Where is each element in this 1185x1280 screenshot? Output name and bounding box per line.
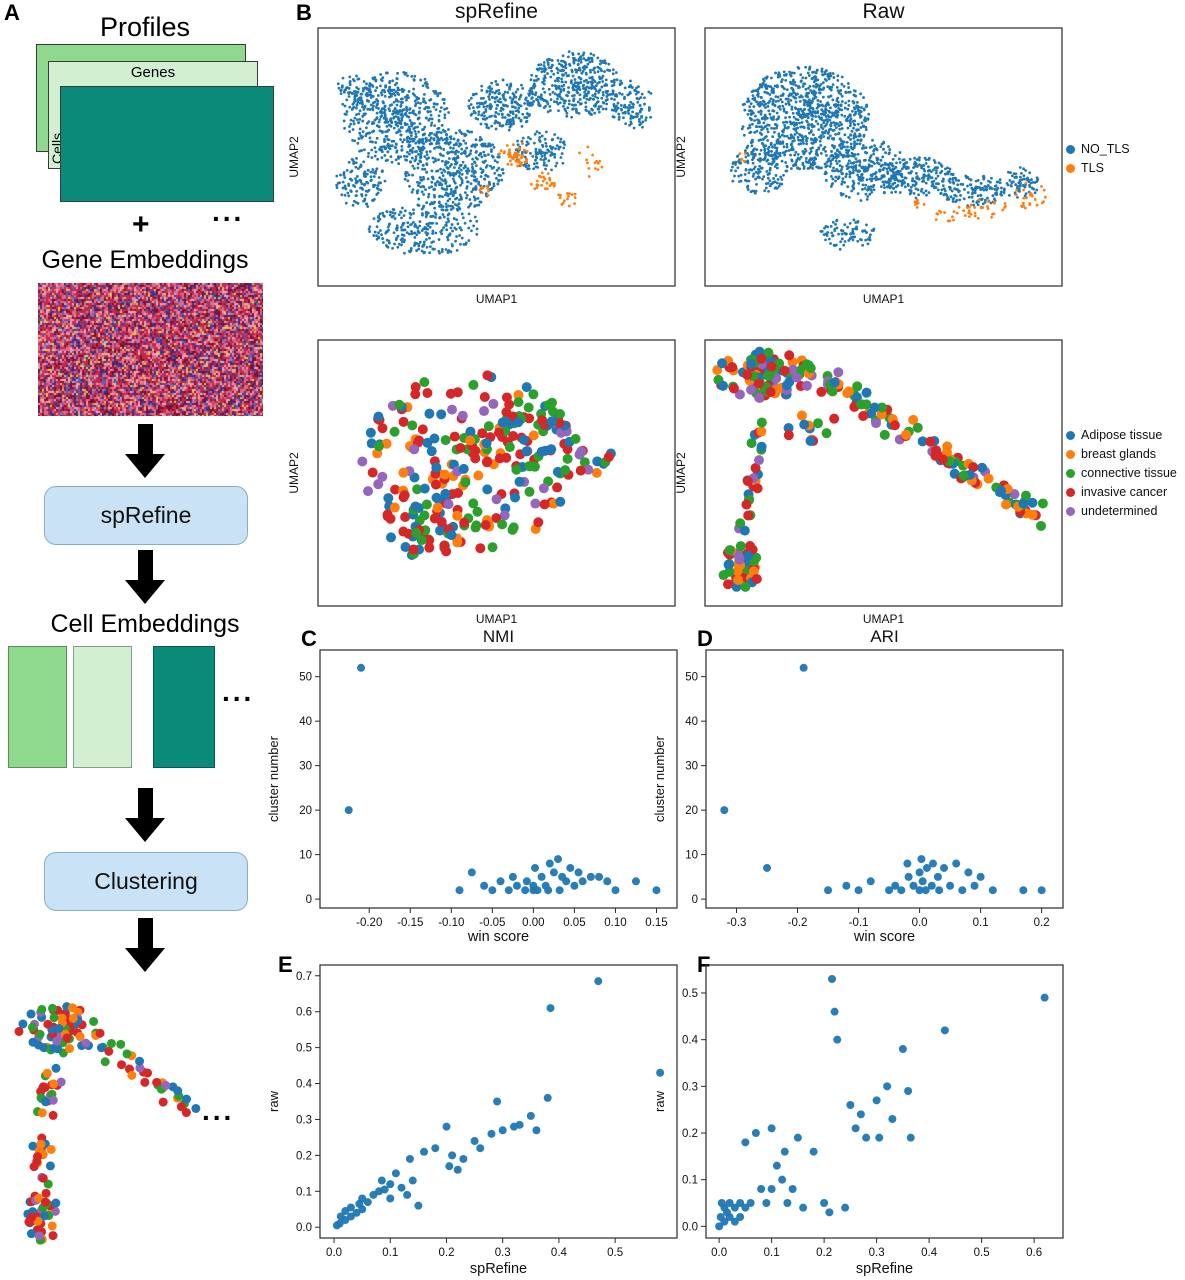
legend-item: undetermined: [1066, 504, 1177, 518]
panel-label-a: A: [4, 0, 20, 25]
umap-raw-tls-plot: UMAP1 UMAP2: [674, 27, 1063, 306]
umap-column-title-sprefine: spRefine: [455, 0, 538, 23]
panel-label-e: E: [278, 952, 293, 977]
clustering-step: Clustering: [44, 852, 248, 911]
legend-item: invasive cancer: [1066, 485, 1177, 499]
legend-item: connective tissue: [1066, 466, 1177, 480]
svg-text:UMAP2: UMAP2: [674, 136, 688, 178]
cell-embedding-bar-1: [8, 646, 67, 768]
umap-raw-tissue-plot: UMAP1 UMAP2: [674, 339, 1063, 626]
svg-text:UMAP1: UMAP1: [863, 292, 905, 306]
legend-dot-icon: [1066, 144, 1075, 154]
cell-embeddings-title: Cell Embeddings: [50, 610, 240, 638]
legend-label: TLS: [1081, 161, 1104, 175]
tissue-legend: Adipose tissue breast glands connective ti…: [1066, 428, 1177, 518]
profile-card-front: [60, 86, 274, 202]
legend-dot-icon: [1066, 430, 1075, 440]
arrow-down-icon: [125, 550, 165, 604]
ellipsis-embeddings: ...: [222, 676, 255, 707]
legend-item: breast glands: [1066, 447, 1177, 461]
svg-text:UMAP2: UMAP2: [287, 452, 301, 494]
legend-dot-icon: [1066, 506, 1075, 516]
legend-label: undetermined: [1081, 504, 1158, 518]
arrow-down-icon: [125, 918, 165, 972]
cell-embedding-bar-2: [73, 646, 132, 768]
legend-label: breast glands: [1081, 447, 1157, 461]
arrow-down-icon: [125, 788, 165, 842]
svg-text:UMAP1: UMAP1: [476, 612, 518, 626]
legend-item: Adipose tissue: [1066, 428, 1177, 442]
profiles-title: Profiles: [99, 12, 191, 42]
clustered-cells-figure: [14, 1002, 201, 1245]
tls-legend: NO_TLS TLS: [1066, 142, 1130, 175]
legend-item: TLS: [1066, 161, 1130, 175]
sprefine-step: spRefine: [44, 486, 248, 545]
panel-label-c: C: [301, 626, 317, 651]
sprefine-step-label: spRefine: [100, 502, 192, 528]
cell-embedding-bar-3: [153, 646, 215, 768]
genes-axis-label: Genes: [130, 64, 176, 81]
nmi-compare-scatter-plot: 0.0 0.1 0.2 0.3 0.4 0.50.00.10.20.30.40.50.60…: [266, 964, 678, 1277]
gene-embeddings-title: Gene Embeddings: [41, 246, 249, 274]
legend-dot-icon: [1066, 449, 1075, 459]
umap-sprefine-tls-plot: UMAP1 UMAP2: [287, 27, 676, 306]
arrow-down-icon: [125, 424, 165, 478]
umap-sprefine-tissue-plot: UMAP1 UMAP2: [287, 339, 676, 626]
ellipsis-clusters: ...: [202, 1095, 235, 1126]
legend-label: NO_TLS: [1081, 142, 1130, 156]
clustering-step-label: Clustering: [94, 868, 198, 894]
ellipsis-profiles: ...: [212, 196, 245, 227]
panel-label-d: D: [697, 626, 713, 651]
legend-dot-icon: [1066, 163, 1075, 173]
panel-label-b: B: [296, 0, 312, 25]
legend-label: connective tissue: [1081, 466, 1177, 480]
svg-text:UMAP2: UMAP2: [287, 136, 301, 178]
nmi-scatter-plot: NMI-0.20 -0.15 -0.10 -0.05 0.00 0.05 0.10 0.150…: [266, 627, 678, 945]
legend-dot-icon: [1066, 468, 1075, 478]
legend-item: NO_TLS: [1066, 142, 1130, 156]
ari-compare-scatter-plot: 0.0 0.1 0.2 0.3 0.4 0.5 0.60.00.10.20.30.40.5s…: [652, 964, 1064, 1277]
svg-text:UMAP1: UMAP1: [476, 292, 518, 306]
svg-text:UMAP1: UMAP1: [863, 612, 905, 626]
panel-label-f: F: [697, 952, 711, 977]
umap-column-title-raw: Raw: [862, 0, 905, 23]
plus-sign: +: [132, 208, 150, 241]
legend-label: invasive cancer: [1081, 485, 1168, 499]
gene-embeddings-matrix-image: [38, 283, 263, 416]
legend-dot-icon: [1066, 487, 1075, 497]
svg-text:UMAP2: UMAP2: [674, 452, 688, 494]
legend-label: Adipose tissue: [1081, 428, 1163, 442]
profiles-card-stack: Genes Cells: [30, 44, 280, 202]
